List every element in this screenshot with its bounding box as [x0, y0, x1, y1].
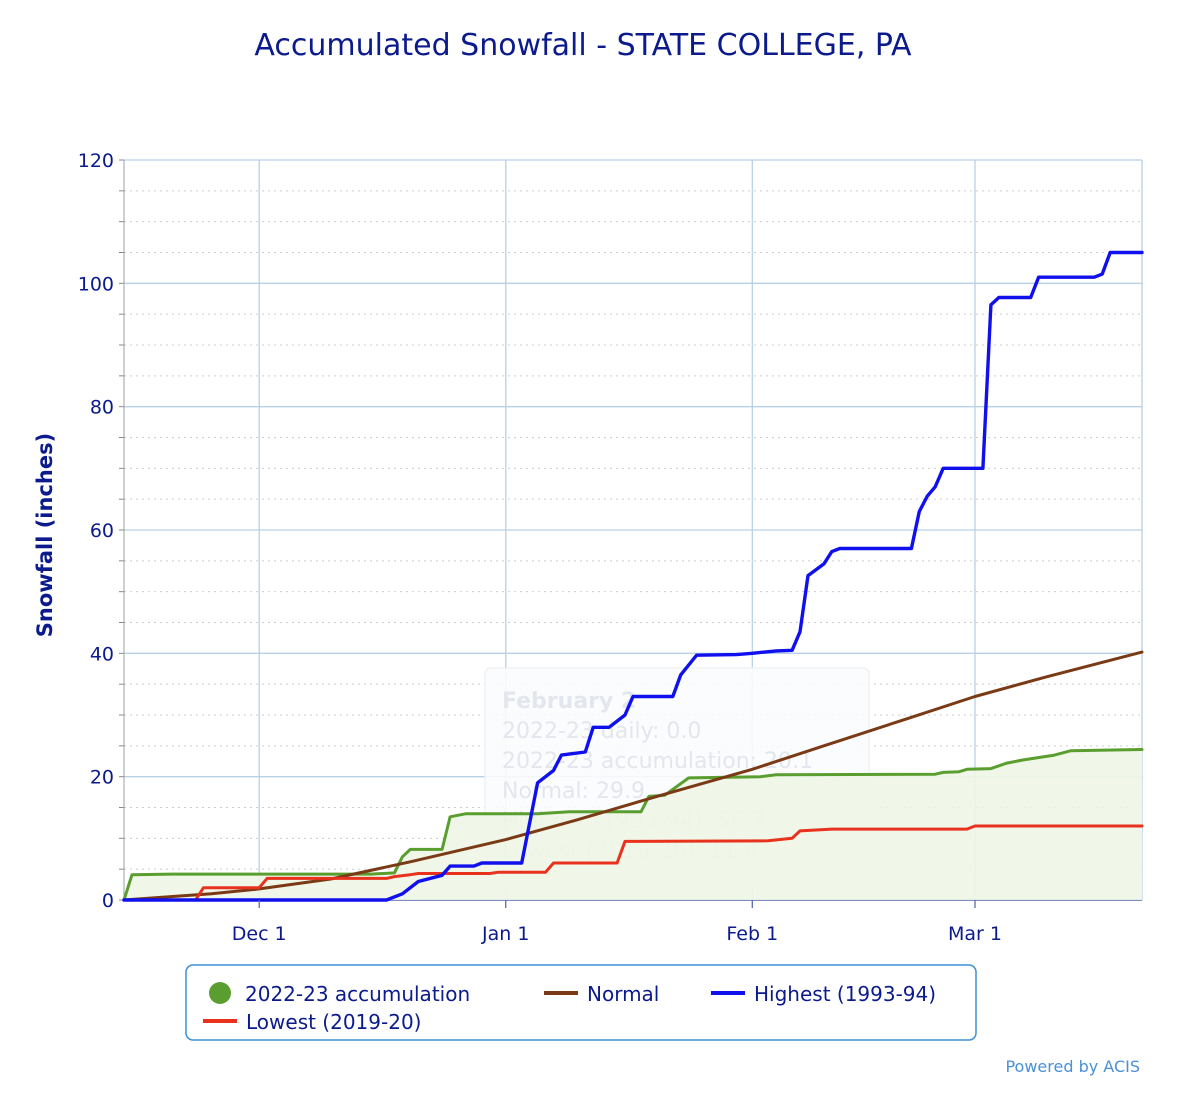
y-tick-label: 60: [90, 520, 114, 542]
legend-symbol-accumulation: [209, 982, 231, 1004]
powered-by-credit[interactable]: Powered by ACIS: [1005, 1057, 1140, 1076]
legend-item-normal[interactable]: Normal: [544, 982, 659, 1006]
legend-item-highest[interactable]: Highest (1993-94): [711, 982, 936, 1006]
series-line-highest: [122, 250, 1144, 902]
tooltip-line: February 2: [502, 689, 636, 714]
x-tick-label: Jan 1: [481, 923, 529, 945]
series-line-lowest: [122, 824, 1144, 902]
x-tick-label: Dec 1: [232, 923, 287, 945]
y-tick-label: 120: [78, 150, 114, 172]
x-tick-label: Mar 1: [948, 923, 1002, 945]
y-tick-label: 100: [78, 273, 114, 295]
legend-label-highest: Highest (1993-94): [754, 982, 936, 1006]
series-area-accumulation: [124, 749, 1142, 900]
series-line-normal: [122, 650, 1144, 902]
y-tick-label: 80: [90, 397, 114, 419]
y-tick-label: 40: [90, 643, 114, 665]
y-tick-label: 20: [90, 767, 114, 789]
tooltip-line: 2022-23 accumulation: 20.1: [502, 749, 813, 774]
chart-title: Accumulated Snowfall - STATE COLLEGE, PA: [254, 28, 912, 63]
y-tick-label: 0: [102, 890, 114, 912]
legend-item-accumulation[interactable]: 2022-23 accumulation: [209, 982, 470, 1006]
y-axis-label: Snowfall (inches): [33, 433, 57, 637]
x-tick-label: Feb 1: [726, 923, 778, 945]
x-axis-ticks: Dec 1 Jan 1 Feb 1 Mar 1: [232, 900, 1002, 945]
series-layer: [122, 250, 1144, 902]
legend-box: [185, 964, 977, 1041]
tooltip-line: 2022-23 daily: 0.0: [502, 719, 701, 744]
y-axis-ticks: 0 20 40 60 80 100 120: [78, 150, 114, 912]
legend-label-lowest: Lowest (2019-20): [246, 1010, 421, 1034]
legend-label-accumulation: 2022-23 accumulation: [245, 982, 470, 1006]
legend-item-lowest[interactable]: Lowest (2019-20): [203, 1010, 421, 1034]
tooltip-line: Normal: 29.9: [502, 779, 645, 804]
legend: 2022-23 accumulation Normal Highest (199…: [185, 964, 977, 1041]
legend-label-normal: Normal: [587, 982, 659, 1006]
